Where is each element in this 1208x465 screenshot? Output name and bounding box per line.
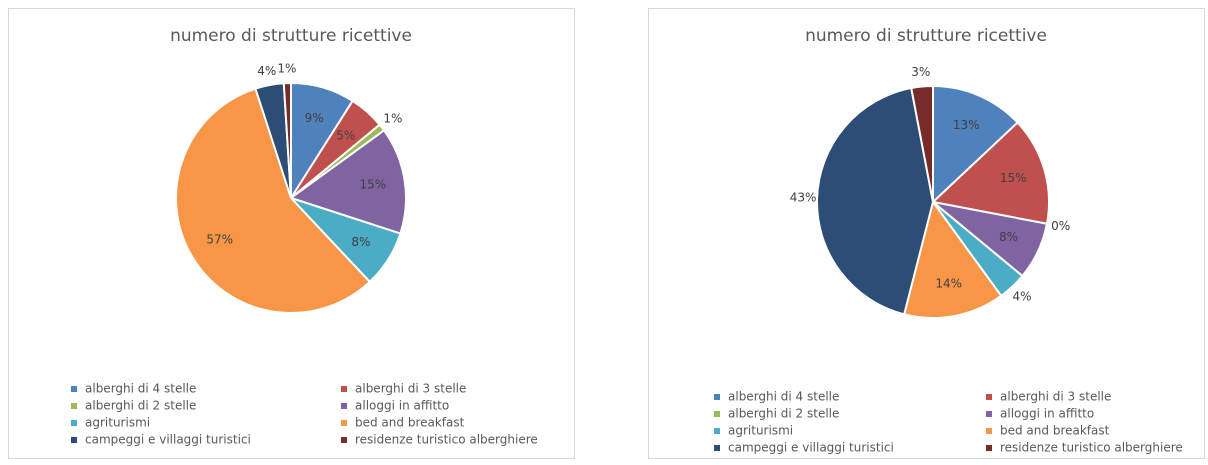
pie-slice	[932, 84, 1019, 205]
data-label: 4%	[1012, 289, 1031, 303]
data-label: 1%	[383, 111, 402, 125]
pie-slice	[175, 87, 372, 314]
legend-label: campeggi e villaggi turistici	[728, 441, 894, 455]
chart-title: numero di strutture ricettive	[170, 26, 412, 46]
legend-swatch	[986, 394, 992, 400]
legend-swatch	[714, 411, 720, 417]
legend-swatch	[986, 428, 992, 434]
data-label: 5%	[336, 128, 355, 142]
data-label: 43%	[790, 190, 817, 204]
legend-label: bed and breakfast	[355, 416, 465, 430]
legend-label: alloggi in affitto	[355, 399, 449, 413]
data-label: 1%	[277, 62, 296, 76]
legend-swatch	[714, 445, 720, 451]
legend-swatch	[71, 386, 77, 392]
legend-label: residenze turistico alberghiere	[1000, 441, 1183, 455]
data-label: 57%	[206, 233, 233, 247]
legend-swatch	[986, 411, 992, 417]
legend-label: alberghi di 4 stelle	[728, 390, 839, 404]
data-label: 15%	[1000, 171, 1027, 185]
data-label: 0%	[1051, 219, 1070, 233]
legend-swatch	[714, 394, 720, 400]
legend-label: agriturismi	[85, 416, 150, 430]
legend-label: alberghi di 4 stelle	[85, 382, 196, 396]
legend-label: alberghi di 2 stelle	[728, 407, 839, 421]
legend-swatch	[341, 437, 347, 443]
legend-label: alberghi di 3 stelle	[1000, 390, 1111, 404]
legend-swatch	[71, 403, 77, 409]
legend-label: campeggi e villaggi turistici	[85, 433, 251, 447]
legend-label: alberghi di 2 stelle	[85, 399, 196, 413]
data-label: 3%	[911, 65, 930, 79]
data-label: 9%	[305, 111, 324, 125]
data-label: 14%	[935, 277, 962, 291]
legend-swatch	[71, 437, 77, 443]
legend-label: agriturismi	[728, 424, 793, 438]
pie-slice	[930, 121, 1050, 225]
legend-swatch	[714, 428, 720, 434]
legend-label: bed and breakfast	[1000, 424, 1110, 438]
pie-slice	[910, 84, 934, 203]
legend-label: alloggi in affitto	[1000, 407, 1094, 421]
legend-swatch	[986, 445, 992, 451]
data-label: 4%	[257, 64, 276, 78]
chart-title: numero di strutture ricettive	[805, 26, 1047, 46]
pie-slice	[288, 129, 407, 235]
data-label: 15%	[359, 178, 386, 192]
legend-swatch	[71, 420, 77, 426]
data-label: 8%	[999, 230, 1018, 244]
pie-slice	[282, 81, 292, 199]
legend-swatch	[341, 420, 347, 426]
pie-slice	[816, 86, 935, 316]
legend-swatch	[341, 386, 347, 392]
legend-swatch	[341, 403, 347, 409]
data-label: 8%	[351, 235, 370, 249]
legend-label: residenze turistico alberghiere	[355, 433, 538, 447]
pie-slice	[902, 199, 1003, 319]
legend-label: alberghi di 3 stelle	[355, 382, 466, 396]
data-label: 13%	[953, 118, 980, 132]
